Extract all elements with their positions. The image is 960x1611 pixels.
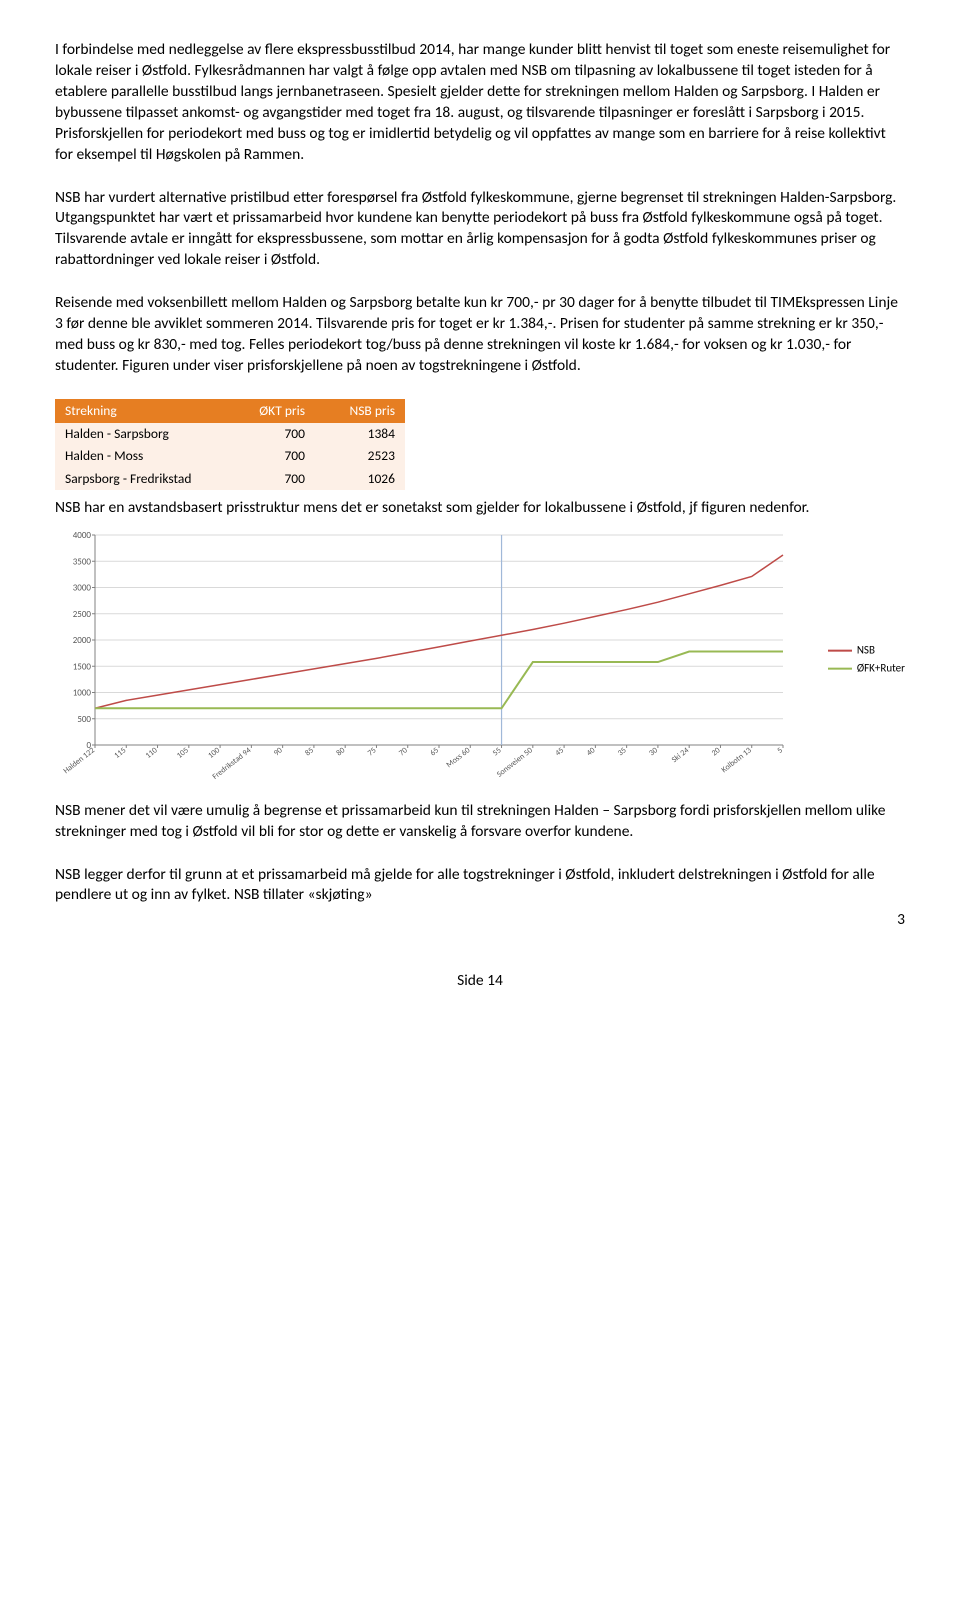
paragraph-3: Reisende med voksenbillett mellom Halden… xyxy=(55,293,905,377)
paragraph-2: NSB har vurdert alternative pristilbud e… xyxy=(55,188,905,272)
legend-label: ØFK+Ruter xyxy=(857,661,905,676)
legend-item: NSB xyxy=(828,643,905,658)
price-table: Strekning ØKT pris NSB pris Halden - Sar… xyxy=(55,399,405,490)
svg-text:1500: 1500 xyxy=(73,661,92,672)
svg-text:105: 105 xyxy=(175,745,191,760)
page-number: 3 xyxy=(55,910,905,931)
svg-text:Moss 60: Moss 60 xyxy=(445,745,473,770)
paragraph-5: NSB mener det vil være umulig å begrense… xyxy=(55,801,905,843)
paragraph-4: NSB har en avstandsbasert prisstruktur m… xyxy=(55,498,905,519)
legend-swatch xyxy=(828,668,852,670)
col-okt-pris: ØKT pris xyxy=(225,399,315,423)
svg-text:Halden 122: Halden 122 xyxy=(62,745,97,776)
svg-text:115: 115 xyxy=(112,745,128,760)
chart-legend: NSB ØFK+Ruter xyxy=(828,640,905,679)
table-header-row: Strekning ØKT pris NSB pris xyxy=(55,399,405,423)
svg-text:500: 500 xyxy=(77,713,91,724)
svg-text:3000: 3000 xyxy=(73,582,92,593)
table-row: Sarpsborg - Fredrikstad7001026 xyxy=(55,468,405,490)
svg-text:Ski 24: Ski 24 xyxy=(670,745,691,765)
svg-text:Kolbotn 13: Kolbotn 13 xyxy=(720,745,754,775)
legend-item: ØFK+Ruter xyxy=(828,661,905,676)
col-strekning: Strekning xyxy=(55,399,225,423)
svg-text:4000: 4000 xyxy=(73,530,92,541)
svg-text:2500: 2500 xyxy=(73,608,92,619)
paragraph-6: NSB legger derfor til grunn at et prissa… xyxy=(55,865,905,907)
paragraph-1: I forbindelse med nedleggelse av flere e… xyxy=(55,40,905,166)
svg-text:2000: 2000 xyxy=(73,635,92,646)
page-footer: Side 14 xyxy=(55,971,905,992)
legend-label: NSB xyxy=(857,643,875,658)
line-chart: 05001000150020002500300035004000Halden 1… xyxy=(55,525,905,795)
table-row: Halden - Moss7002523 xyxy=(55,445,405,467)
legend-swatch xyxy=(828,650,852,652)
svg-text:1000: 1000 xyxy=(73,687,92,698)
chart-svg: 05001000150020002500300035004000Halden 1… xyxy=(55,525,795,785)
svg-text:100: 100 xyxy=(206,745,222,760)
table-row: Halden - Sarpsborg7001384 xyxy=(55,423,405,445)
svg-text:3500: 3500 xyxy=(73,556,92,567)
col-nsb-pris: NSB pris xyxy=(315,399,405,423)
svg-text:110: 110 xyxy=(144,745,160,760)
